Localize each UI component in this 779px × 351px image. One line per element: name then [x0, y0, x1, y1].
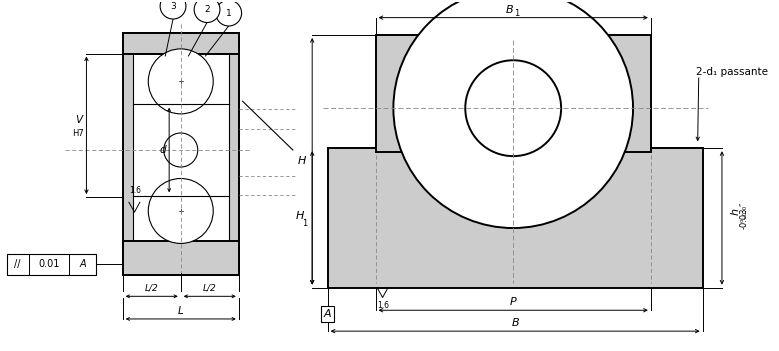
Text: 0.01: 0.01 — [38, 259, 60, 270]
Text: H: H — [298, 156, 306, 166]
Bar — [328, 148, 703, 287]
Text: 3: 3 — [170, 2, 176, 11]
Circle shape — [465, 60, 561, 156]
Text: 1.6: 1.6 — [129, 186, 141, 195]
Circle shape — [216, 0, 241, 26]
Text: d: d — [160, 145, 167, 155]
Bar — [133, 50, 229, 246]
Circle shape — [148, 49, 213, 114]
Circle shape — [194, 0, 220, 22]
Bar — [123, 240, 238, 276]
Text: B: B — [506, 5, 513, 15]
Text: 2-d₁ passante: 2-d₁ passante — [696, 67, 768, 77]
Bar — [7, 253, 96, 276]
Text: h: h — [731, 208, 741, 216]
Text: A: A — [324, 309, 331, 319]
Text: H: H — [296, 211, 305, 221]
Text: //: // — [15, 259, 21, 270]
Circle shape — [393, 0, 633, 228]
Text: -0.03: -0.03 — [739, 207, 749, 229]
Text: 1: 1 — [515, 9, 520, 18]
Text: ⁰₋₀.₀″: ⁰₋₀.₀″ — [739, 202, 749, 222]
Circle shape — [160, 0, 186, 19]
FancyBboxPatch shape — [123, 33, 238, 276]
Text: 2: 2 — [204, 5, 210, 14]
Text: L/2: L/2 — [203, 284, 217, 293]
Text: 1.6: 1.6 — [377, 300, 389, 310]
Text: V: V — [75, 115, 82, 125]
Text: 1: 1 — [301, 219, 307, 229]
Text: L: L — [178, 306, 184, 316]
Circle shape — [164, 133, 198, 167]
Text: B: B — [511, 318, 519, 328]
Text: 1: 1 — [226, 8, 231, 18]
Text: L/2: L/2 — [145, 284, 159, 293]
Bar — [375, 35, 650, 152]
Bar — [123, 33, 238, 54]
Circle shape — [148, 179, 213, 244]
Text: P: P — [509, 297, 516, 307]
Text: A: A — [80, 259, 86, 270]
Text: H7: H7 — [72, 129, 84, 138]
